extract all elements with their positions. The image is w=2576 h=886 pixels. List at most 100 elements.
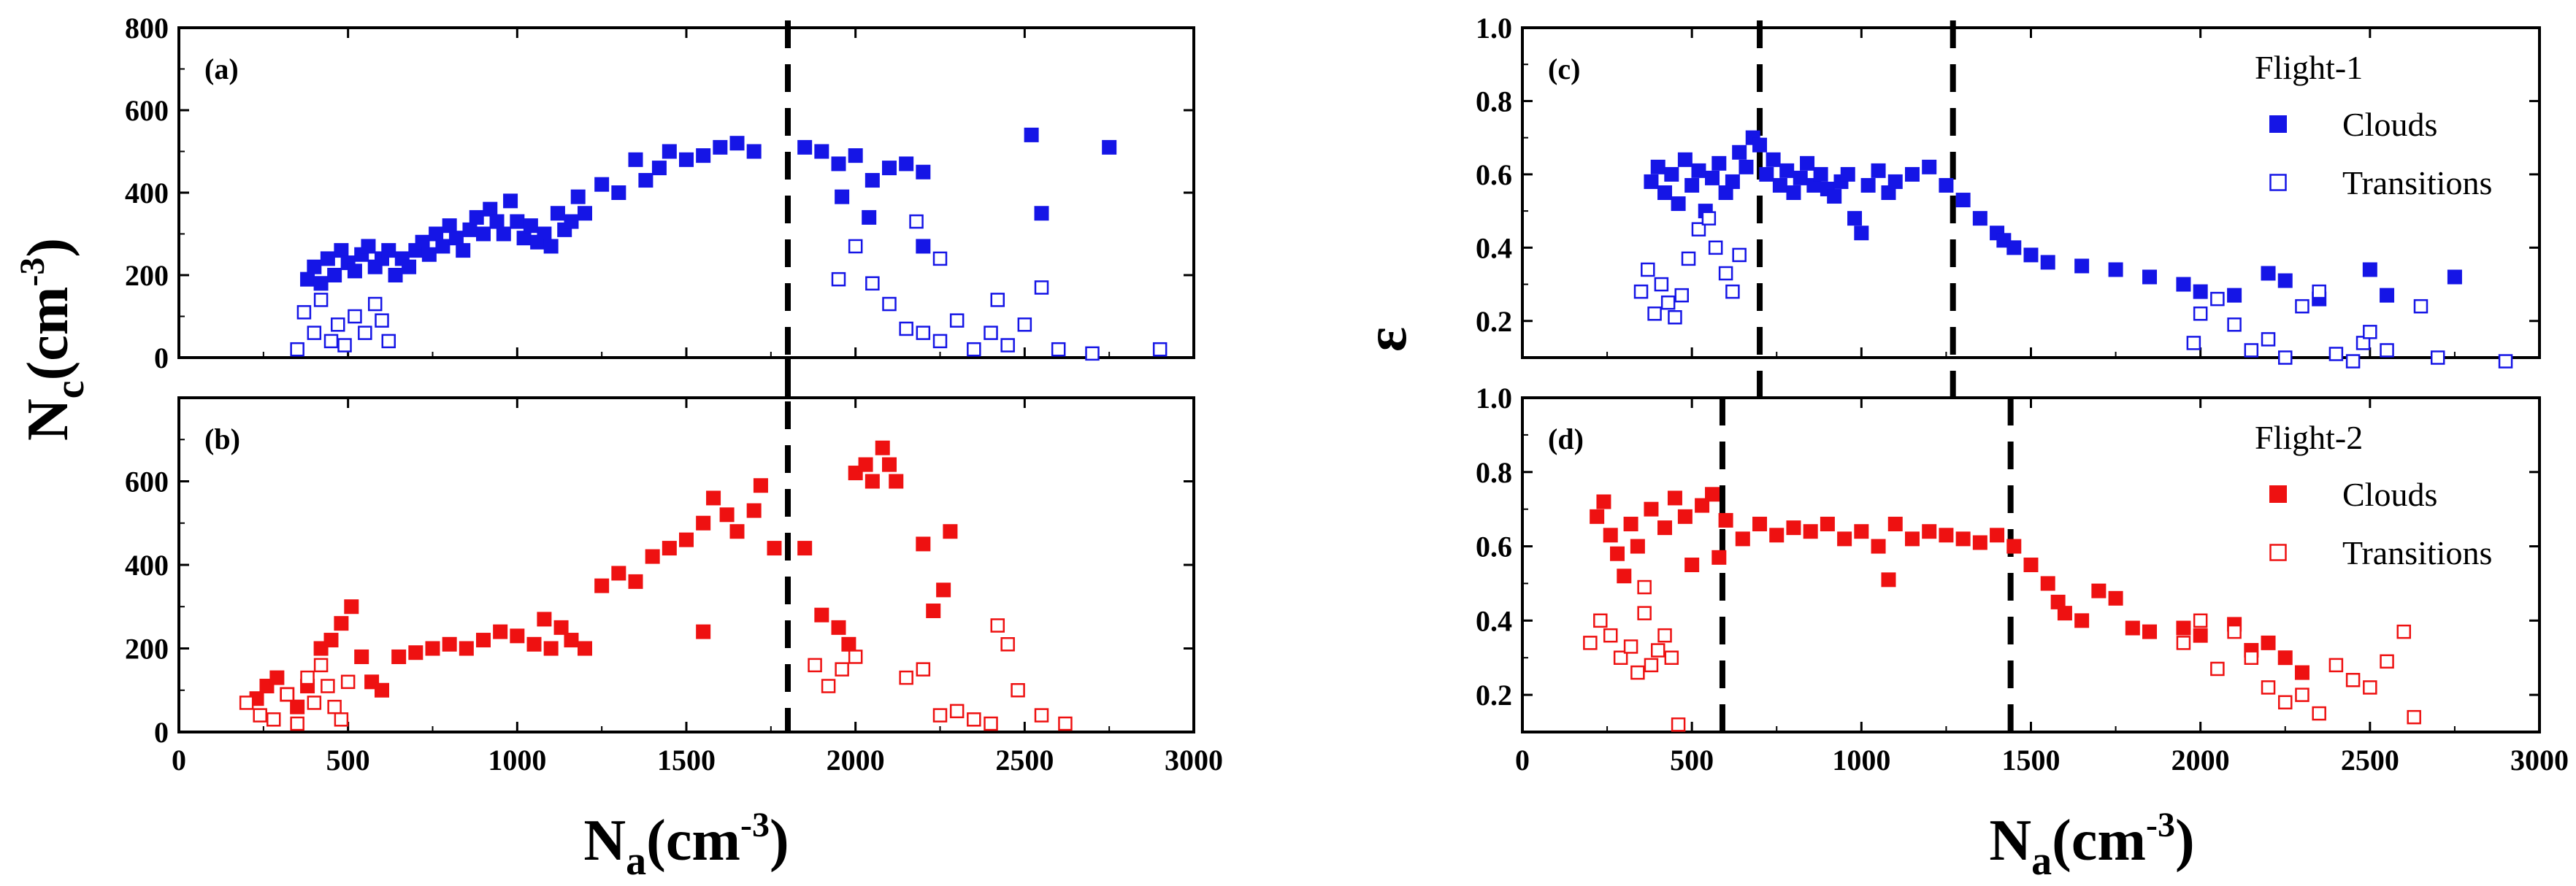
data-point-transition <box>290 716 304 731</box>
data-point-transition <box>2278 350 2293 365</box>
data-point-cloud <box>1677 152 1693 167</box>
data-point-cloud <box>537 226 552 242</box>
data-point-transition <box>1017 317 1032 332</box>
data-point-transition <box>821 679 836 693</box>
data-point-cloud <box>1644 174 1659 189</box>
panel-d: 0 500 1000 1500 2000 2500 3000 0.2 0.4 0.6 0.8 1.0 (… <box>1476 382 2569 777</box>
data-point-cloud <box>1939 528 1954 543</box>
data-point-transition <box>1583 636 1598 650</box>
data-point-transition <box>1674 288 1689 303</box>
data-point-cloud <box>553 620 569 635</box>
data-point-cloud <box>645 549 660 564</box>
right-y-axis-title: ε <box>1354 327 1419 352</box>
data-point-transition <box>2210 661 2225 677</box>
data-point-cloud <box>875 440 890 455</box>
legend-marker-clouds <box>2269 115 2287 133</box>
data-point-cloud <box>344 599 359 615</box>
data-point-cloud <box>1630 539 1645 554</box>
legend-title: Flight-1 <box>2255 49 2363 86</box>
data-point-cloud <box>1759 166 1774 182</box>
data-point-transition <box>1657 628 1672 643</box>
series-clouds <box>1590 487 2309 680</box>
data-point-transition <box>323 334 339 349</box>
data-point-cloud <box>476 226 491 242</box>
data-point-transition <box>916 325 931 340</box>
data-point-cloud <box>696 515 711 531</box>
panel-a: 0 200 400 600 800 (a) <box>125 12 1195 398</box>
data-point-cloud <box>2023 558 2039 572</box>
data-point-cloud <box>516 231 532 246</box>
y-tick-label: 600 <box>125 94 169 127</box>
data-point-cloud <box>1800 155 1815 171</box>
y-tick-label: 200 <box>125 633 169 666</box>
data-point-transition <box>253 708 267 723</box>
data-point-cloud <box>1695 498 1710 513</box>
data-point-cloud <box>1803 524 1818 539</box>
series-transitions <box>290 214 1168 361</box>
data-point-cloud <box>2176 620 2191 636</box>
plot-frame-a <box>177 26 1195 359</box>
data-point-transition <box>2430 350 2445 365</box>
data-point-cloud <box>611 566 626 581</box>
data-point-cloud <box>320 251 335 266</box>
data-point-cloud <box>1820 517 1835 532</box>
data-point-cloud <box>814 144 829 159</box>
data-point-transition <box>1630 665 1645 680</box>
data-point-transition <box>2413 298 2429 314</box>
data-point-cloud <box>848 148 863 163</box>
data-point-cloud <box>1752 137 1768 153</box>
data-point-transition <box>1000 338 1015 353</box>
data-point-transition <box>1668 310 1682 325</box>
y-tick-label: 1.0 <box>1476 382 1512 415</box>
x-tick-label: 500 <box>1670 744 1714 777</box>
data-point-transition <box>2193 613 2208 628</box>
data-point-cloud <box>696 624 711 639</box>
y-tick-label: 400 <box>125 549 169 582</box>
data-point-transition <box>2176 636 2191 650</box>
data-point-cloud <box>334 616 349 631</box>
data-point-transition <box>848 239 863 254</box>
data-point-transition <box>1637 579 1652 595</box>
data-point-cloud <box>435 239 451 254</box>
data-point-cloud <box>347 263 362 279</box>
y-tick-label: 0.8 <box>1476 456 1512 489</box>
right-x-axis-title: Na(cm-3) <box>1989 806 2194 884</box>
data-point-transition <box>949 704 965 719</box>
data-point-cloud <box>1617 569 1632 584</box>
data-point-cloud <box>2023 247 2039 263</box>
data-point-transition <box>300 670 315 685</box>
data-point-cloud <box>1871 539 1886 554</box>
data-point-cloud <box>1610 546 1625 561</box>
data-point-transition <box>1034 280 1049 295</box>
data-point-cloud <box>753 478 768 493</box>
data-point-transition <box>1623 639 1638 654</box>
legend-marker-transitions <box>2269 174 2287 191</box>
data-point-transition <box>2244 650 2259 665</box>
data-point-cloud <box>814 607 829 623</box>
y-tick-label: 0.2 <box>1476 679 1512 712</box>
data-point-cloud <box>2040 576 2055 591</box>
data-point-transition <box>2227 624 2242 639</box>
data-point-transition <box>967 342 981 357</box>
data-point-transition <box>1637 606 1652 620</box>
data-point-cloud <box>865 474 880 489</box>
series-clouds <box>1644 130 2462 307</box>
data-point-cloud <box>936 582 951 598</box>
data-point-transition <box>1603 628 1618 643</box>
data-point-transition <box>1644 658 1659 673</box>
data-point-cloud <box>865 173 880 188</box>
data-point-cloud <box>1725 174 1740 189</box>
data-point-cloud <box>1664 166 1679 182</box>
data-point-cloud <box>493 624 508 639</box>
data-point-cloud <box>746 503 762 518</box>
y-tick-label: 0.4 <box>1476 231 1512 264</box>
x-tick-label: 1000 <box>1832 744 1890 777</box>
data-point-cloud <box>442 218 457 234</box>
data-point-transition <box>313 293 329 307</box>
data-point-transition <box>932 334 948 349</box>
data-point-cloud <box>1711 155 1727 171</box>
legend-marker-transitions <box>2269 544 2287 561</box>
data-point-cloud <box>1657 520 1673 536</box>
data-point-transition <box>1718 266 1733 281</box>
